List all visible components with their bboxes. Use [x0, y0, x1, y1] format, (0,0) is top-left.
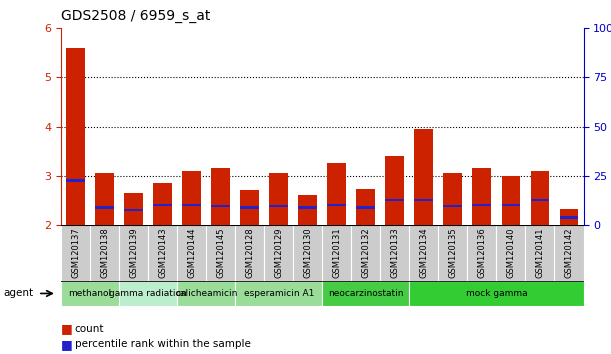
Bar [530, 171, 549, 225]
Text: GSM120138: GSM120138 [100, 228, 109, 279]
Bar [90, 225, 119, 281]
Bar [95, 206, 114, 209]
Bar [182, 171, 201, 225]
Bar [61, 281, 119, 306]
Bar [153, 183, 172, 225]
Bar [66, 48, 85, 225]
Text: GSM120130: GSM120130 [303, 228, 312, 278]
Text: GSM120144: GSM120144 [187, 228, 196, 278]
Bar [560, 216, 579, 218]
Text: GDS2508 / 6959_s_at: GDS2508 / 6959_s_at [61, 9, 210, 23]
Bar [269, 173, 288, 225]
Bar [351, 225, 380, 281]
Bar [560, 209, 579, 225]
Bar [124, 209, 143, 211]
Text: GSM120135: GSM120135 [448, 228, 458, 278]
Bar [95, 173, 114, 225]
Bar [386, 199, 404, 201]
Text: GSM120131: GSM120131 [332, 228, 342, 278]
Bar [414, 199, 433, 201]
Text: GSM120134: GSM120134 [419, 228, 428, 278]
Text: GSM120129: GSM120129 [274, 228, 284, 278]
Text: calicheamicin: calicheamicin [175, 289, 238, 298]
Text: esperamicin A1: esperamicin A1 [244, 289, 314, 298]
Bar [235, 225, 264, 281]
Text: count: count [75, 324, 104, 333]
Text: GSM120133: GSM120133 [390, 228, 400, 279]
Text: GSM120141: GSM120141 [535, 228, 544, 278]
Bar [177, 281, 235, 306]
Bar [211, 205, 230, 207]
Bar [356, 189, 375, 225]
Bar [444, 173, 463, 225]
Bar [380, 225, 409, 281]
Bar [386, 156, 404, 225]
Bar [119, 225, 148, 281]
Bar [530, 199, 549, 201]
Bar [264, 225, 293, 281]
Bar [148, 225, 177, 281]
Bar [525, 225, 555, 281]
Bar [472, 204, 491, 206]
Bar [502, 176, 521, 225]
Bar [414, 129, 433, 225]
Text: GSM120137: GSM120137 [71, 228, 80, 279]
Bar [298, 195, 317, 225]
Text: gamma radiation: gamma radiation [109, 289, 187, 298]
Bar [153, 204, 172, 206]
Bar [124, 193, 143, 225]
Text: GSM120139: GSM120139 [129, 228, 138, 278]
Bar [182, 204, 201, 206]
Bar [293, 225, 323, 281]
Bar [240, 206, 259, 209]
Bar [66, 179, 85, 182]
Bar [235, 281, 323, 306]
Bar [496, 225, 525, 281]
Text: percentile rank within the sample: percentile rank within the sample [75, 339, 251, 349]
Bar [438, 225, 467, 281]
Text: ■: ■ [61, 338, 73, 350]
Text: GSM120132: GSM120132 [361, 228, 370, 278]
Text: agent: agent [3, 289, 33, 298]
Text: GSM120145: GSM120145 [216, 228, 225, 278]
Bar [444, 205, 463, 207]
Text: GSM120140: GSM120140 [507, 228, 516, 278]
Bar [119, 281, 177, 306]
Bar [298, 206, 317, 209]
Bar [61, 225, 90, 281]
Bar [555, 225, 584, 281]
Bar [472, 168, 491, 225]
Bar [327, 164, 346, 225]
Bar [269, 205, 288, 207]
Bar [409, 225, 438, 281]
Bar [323, 281, 409, 306]
Text: neocarzinostatin: neocarzinostatin [328, 289, 404, 298]
Text: GSM120143: GSM120143 [158, 228, 167, 278]
Bar [211, 168, 230, 225]
Bar [356, 206, 375, 209]
Text: ■: ■ [61, 322, 73, 335]
Text: GSM120128: GSM120128 [245, 228, 254, 278]
Text: methanol: methanol [68, 289, 112, 298]
Bar [502, 204, 521, 206]
Bar [177, 225, 207, 281]
Text: mock gamma: mock gamma [466, 289, 527, 298]
Text: GSM120136: GSM120136 [477, 228, 486, 279]
Bar [467, 225, 496, 281]
Bar [409, 281, 584, 306]
Bar [323, 225, 351, 281]
Text: GSM120142: GSM120142 [565, 228, 574, 278]
Bar [240, 190, 259, 225]
Bar [327, 204, 346, 206]
Bar [206, 225, 235, 281]
